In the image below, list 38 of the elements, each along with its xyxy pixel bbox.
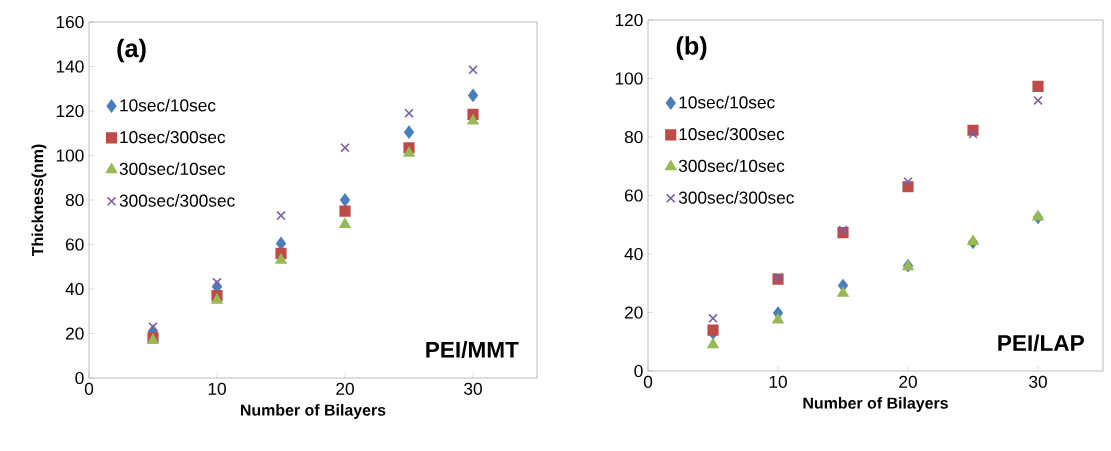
annotation: (b) [676, 36, 707, 60]
x-tick-label: 0 [643, 375, 653, 388]
y-axis-title: Thickness(nm) [31, 144, 47, 257]
y-tick-label: 160 [56, 15, 84, 29]
y-tick-label: 140 [56, 60, 84, 73]
annotation: PEI/LAP [998, 334, 1084, 352]
legend-label: 10sec/10sec [679, 95, 775, 109]
x-tick-label: 0 [84, 382, 94, 395]
y-tick-label: 120 [615, 13, 643, 27]
x-tick-label: 30 [1029, 375, 1047, 388]
y-tick-label: 0 [634, 364, 643, 378]
x-tick-label: 10 [769, 375, 787, 388]
x-axis-title: Number of Bilayers [240, 404, 386, 419]
y-tick-label: 80 [624, 130, 643, 144]
y-tick-label: 60 [624, 189, 643, 202]
legend-label: 300sec/300sec [119, 194, 235, 207]
x-axis-title: Number of Bilayers [803, 397, 948, 412]
legend-label: 300sec/10sec [119, 162, 226, 175]
legend-label: 300sec/300sec [678, 191, 794, 204]
y-tick-label: 80 [65, 193, 84, 207]
y-tick-label: 20 [65, 327, 84, 340]
x-tick-label: 10 [208, 382, 226, 395]
y-tick-label: 120 [56, 104, 84, 118]
y-tick-label: 60 [65, 238, 84, 251]
y-tick-label: 100 [56, 149, 84, 162]
x-tick-label: 20 [336, 382, 354, 395]
legend-label: 10sec/300sec [679, 127, 785, 141]
y-tick-label: 40 [65, 282, 84, 296]
y-tick-label: 20 [624, 306, 643, 319]
legend-label: 10sec/300sec [120, 130, 226, 144]
x-tick-label: 30 [464, 382, 482, 395]
x-tick-label: 20 [899, 375, 917, 388]
y-tick-label: 40 [624, 247, 643, 261]
legend-label: 300sec/10sec [678, 159, 785, 172]
annotation: (a) [117, 38, 146, 63]
y-tick-label: 100 [615, 72, 643, 85]
annotation: PEI/MMT [426, 341, 519, 358]
legend-label: 10sec/10sec [120, 98, 216, 112]
